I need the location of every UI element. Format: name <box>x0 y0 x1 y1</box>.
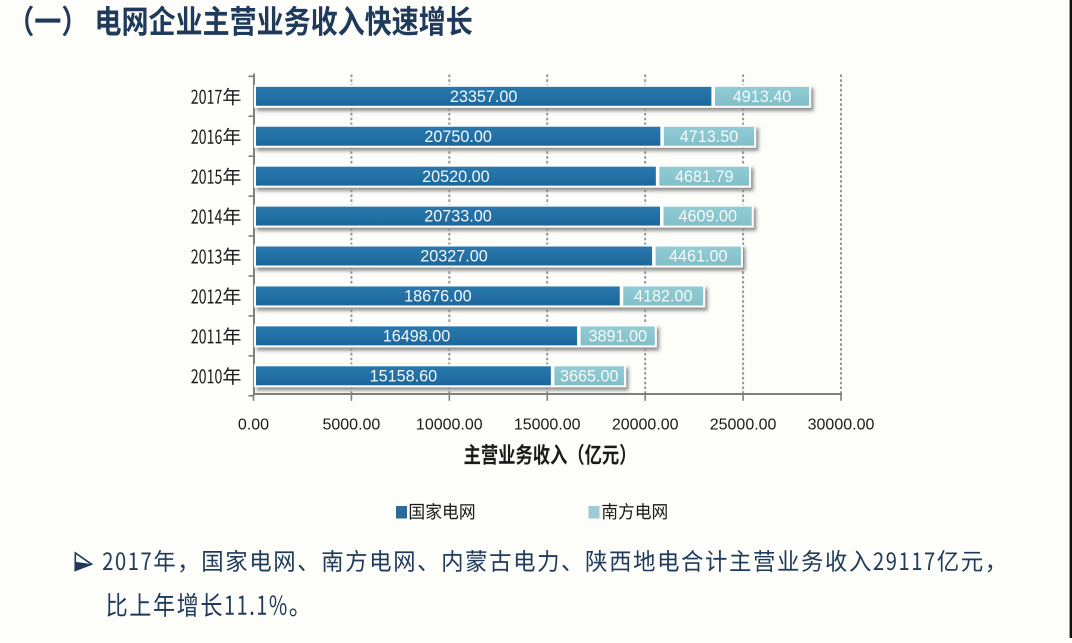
svg-text:23357.00: 23357.00 <box>450 88 518 106</box>
svg-text:4461.00: 4461.00 <box>669 248 728 266</box>
svg-text:15158.60: 15158.60 <box>370 367 438 385</box>
svg-text:3891.00: 3891.00 <box>588 328 647 346</box>
svg-text:5000.00: 5000.00 <box>322 417 380 434</box>
svg-text:16498.00: 16498.00 <box>383 328 451 346</box>
svg-text:4182.00: 4182.00 <box>634 288 693 306</box>
svg-text:20327.00: 20327.00 <box>420 248 488 266</box>
svg-text:4913.40: 4913.40 <box>733 88 792 106</box>
svg-text:18676.00: 18676.00 <box>404 288 472 306</box>
svg-text:3665.00: 3665.00 <box>560 367 619 385</box>
svg-text:20520.00: 20520.00 <box>422 168 490 186</box>
svg-text:4681.79: 4681.79 <box>675 168 734 186</box>
svg-text:4609.00: 4609.00 <box>678 208 737 226</box>
svg-text:10000.00: 10000.00 <box>416 417 483 434</box>
svg-text:20750.00: 20750.00 <box>424 128 492 146</box>
svg-text:25000.00: 25000.00 <box>710 417 777 434</box>
svg-text:4713.50: 4713.50 <box>680 128 739 146</box>
svg-text:30000.00: 30000.00 <box>808 417 875 434</box>
svg-text:20000.00: 20000.00 <box>612 417 679 434</box>
svg-text:0.00: 0.00 <box>238 417 269 434</box>
svg-text:20733.00: 20733.00 <box>424 208 492 226</box>
svg-text:15000.00: 15000.00 <box>514 417 581 434</box>
